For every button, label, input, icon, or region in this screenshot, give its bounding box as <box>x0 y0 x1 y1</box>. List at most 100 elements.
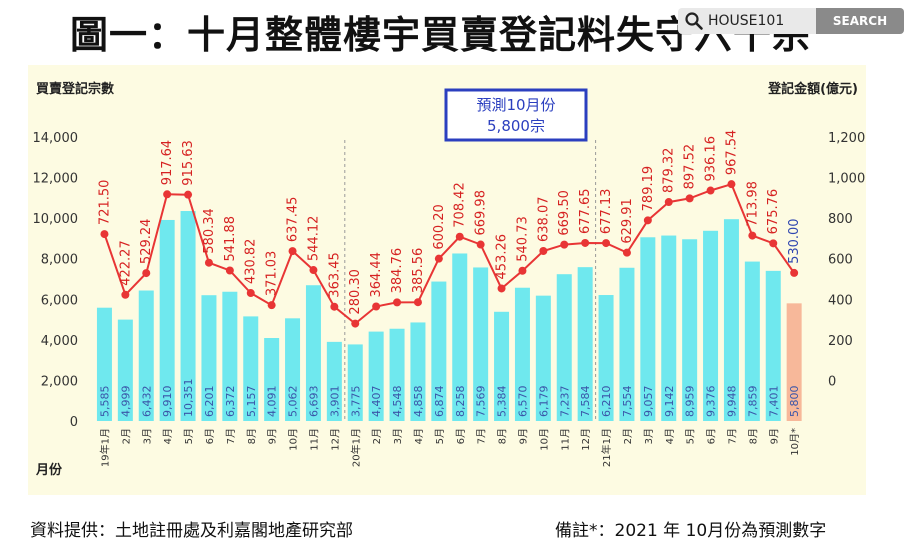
search-bar[interactable]: HOUSE101 SEARCH <box>678 8 904 34</box>
bar <box>347 344 363 421</box>
x-tick-label: 7月 <box>225 428 237 444</box>
amount-point <box>225 266 234 275</box>
amount-point <box>727 180 736 189</box>
x-tick-label: 9月 <box>517 428 529 444</box>
bar <box>431 281 447 421</box>
bar-value-label: 6,179 <box>537 386 550 418</box>
bar-value-label: 7,859 <box>746 386 759 418</box>
x-tick-label: 20年1月 <box>349 428 362 467</box>
bar-value-label: 9,376 <box>705 386 718 418</box>
amount-point <box>622 248 631 257</box>
x-axis-title: 月份 <box>35 462 63 478</box>
bar <box>514 287 530 421</box>
amount-point <box>769 239 778 248</box>
x-tick-label: 10月 <box>288 428 300 451</box>
x-tick-label: 8月 <box>497 428 509 444</box>
amount-value-label: 430.82 <box>244 239 259 285</box>
bar-value-label: 6,570 <box>516 386 529 418</box>
bar-value-label: 6,693 <box>307 386 320 418</box>
bar-value-label: 7,584 <box>579 386 592 418</box>
amount-point <box>748 231 757 240</box>
amount-point <box>267 301 276 310</box>
amount-point <box>434 254 443 263</box>
y2-tick-label: 200 <box>828 334 853 349</box>
amount-value-label: 677.65 <box>578 188 593 234</box>
x-tick-label: 11月 <box>308 428 320 451</box>
amount-line <box>103 182 795 325</box>
bar <box>264 338 280 421</box>
amount-value-label: 915.63 <box>181 140 196 186</box>
y2-tick-label: 0 <box>828 374 836 389</box>
bar <box>661 235 677 421</box>
amount-value-label: 541.88 <box>223 216 238 262</box>
y-tick-label: 10,000 <box>33 212 79 227</box>
y-tick-label: 6,000 <box>41 293 78 308</box>
search-input[interactable]: HOUSE101 <box>708 13 785 29</box>
x-tick-label: 9月 <box>768 428 780 444</box>
y-tick-label: 12,000 <box>33 172 79 187</box>
bar <box>222 291 238 421</box>
search-icon <box>685 12 703 30</box>
bar-value-label: 8,959 <box>684 386 697 418</box>
amount-value-label: 637.45 <box>286 197 301 243</box>
bar <box>389 328 405 421</box>
amount-value-label: 638.07 <box>536 196 551 242</box>
bar-value-label: 9,142 <box>663 386 676 418</box>
bar-value-label: 8,258 <box>454 386 467 418</box>
amount-value-label: 364.44 <box>369 252 384 298</box>
amount-value-label: 713.98 <box>745 181 760 227</box>
source-note: 資料提供：土地註冊處及利嘉閣地產研究部 <box>30 521 353 541</box>
amount-value-label: 529.24 <box>139 219 154 265</box>
bar-value-label: 4,858 <box>412 386 425 418</box>
bar-value-label: 4,407 <box>370 386 383 418</box>
x-tick-label: 7月 <box>726 428 738 444</box>
amount-value-label: 721.50 <box>97 180 112 226</box>
amount-point <box>539 246 548 255</box>
amount-value-label: 879.32 <box>662 148 677 194</box>
search-button[interactable]: SEARCH <box>816 8 904 34</box>
x-tick-label: 10月 <box>538 428 550 451</box>
bar <box>703 230 719 421</box>
amount-value-label: 544.12 <box>306 216 321 262</box>
amount-point <box>602 239 611 248</box>
x-tick-label: 7月 <box>476 428 488 444</box>
bar-value-label: 6,201 <box>203 386 216 418</box>
amount-value-label: 669.50 <box>557 190 572 236</box>
bar-value-label: 3,775 <box>349 386 362 418</box>
bar <box>744 261 760 421</box>
amount-value-label: 540.73 <box>515 216 530 262</box>
bar <box>682 239 698 421</box>
amount-value-label: 967.54 <box>724 130 739 176</box>
x-tick-label: 5月 <box>685 428 697 444</box>
x-tick-label: 4月 <box>664 428 676 444</box>
x-tick-label: 8月 <box>246 428 258 444</box>
x-tick-label: 21年1月 <box>600 428 613 467</box>
amount-value-label: 677.13 <box>599 189 614 235</box>
x-tick-label: 2月 <box>622 428 634 444</box>
amount-point <box>330 302 339 311</box>
x-tick-label: 11月 <box>559 428 571 451</box>
amount-point <box>121 290 130 299</box>
y2-tick-label: 1,000 <box>828 172 865 187</box>
y2-tick-label: 1,200 <box>828 131 865 146</box>
amount-value-label: 897.52 <box>683 144 698 190</box>
amount-point <box>518 266 527 275</box>
bar-value-label: 5,157 <box>245 386 258 418</box>
bar <box>201 295 217 421</box>
bar-value-label: 4,999 <box>119 386 132 418</box>
bar-value-label: 3,901 <box>328 386 341 418</box>
bar-value-label: 10,351 <box>182 379 195 418</box>
bar-value-label: 6,874 <box>433 386 446 418</box>
amount-point <box>351 319 360 328</box>
amount-value-label: 789.19 <box>641 166 656 212</box>
bar-value-label: 6,432 <box>140 386 153 418</box>
bar-value-label: 5,062 <box>287 386 300 418</box>
bar-value-label: 5,585 <box>98 386 111 418</box>
bar-value-label: 7,401 <box>767 386 780 418</box>
amount-point <box>246 289 255 298</box>
y-tick-label: 4,000 <box>41 334 78 349</box>
amount-value-label: 363.45 <box>327 252 342 298</box>
bar-value-label: 5,800 <box>788 386 801 418</box>
amount-value-label: 708.42 <box>453 182 468 228</box>
x-tick-label: 9月 <box>267 428 279 444</box>
